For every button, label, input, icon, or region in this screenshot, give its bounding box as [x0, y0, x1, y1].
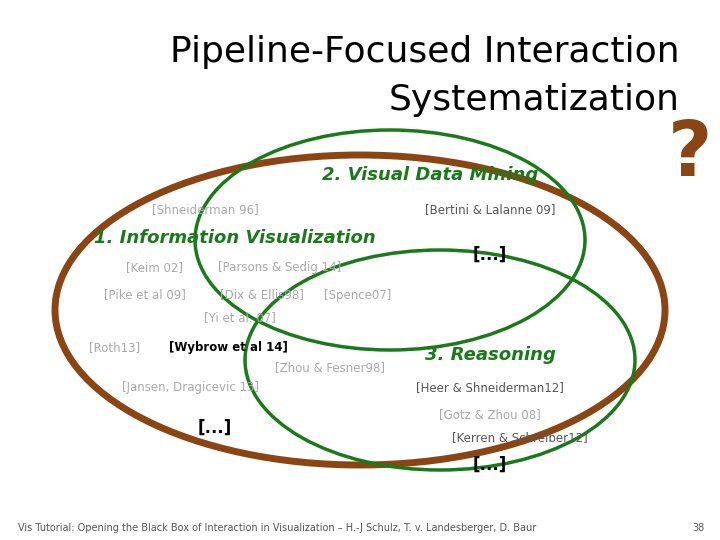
Text: [Spence07]: [Spence07] — [324, 288, 392, 301]
Text: [Keim 02]: [Keim 02] — [127, 261, 184, 274]
Text: 38: 38 — [693, 523, 705, 533]
Text: [...]: [...] — [198, 419, 232, 437]
Text: Pipeline-Focused Interaction: Pipeline-Focused Interaction — [171, 35, 680, 69]
Text: ?: ? — [668, 118, 712, 192]
Text: [Bertini & Lalanne 09]: [Bertini & Lalanne 09] — [425, 204, 555, 217]
Text: [Parsons & Sedig 14]: [Parsons & Sedig 14] — [218, 261, 341, 274]
Text: [Dix & Ellis98]: [Dix & Ellis98] — [220, 288, 304, 301]
Text: [Wybrow et al 14]: [Wybrow et al 14] — [168, 341, 287, 354]
Text: [Kerren & Schreiber12]: [Kerren & Schreiber12] — [452, 431, 588, 444]
Text: [Zhou & Fesner98]: [Zhou & Fesner98] — [275, 361, 385, 375]
Text: [...]: [...] — [473, 246, 507, 264]
Text: Vis Tutorial: Opening the Black Box of Interaction in Visualization – H.-J Schul: Vis Tutorial: Opening the Black Box of I… — [18, 523, 536, 533]
Text: [Yi et al. 07]: [Yi et al. 07] — [204, 312, 276, 325]
Text: [...]: [...] — [473, 456, 507, 474]
Text: Systematization: Systematization — [389, 83, 680, 117]
Text: [Heer & Shneiderman12]: [Heer & Shneiderman12] — [416, 381, 564, 395]
Text: [Shneiderman 96]: [Shneiderman 96] — [152, 204, 258, 217]
Text: [Roth13]: [Roth13] — [89, 341, 140, 354]
Text: 2. Visual Data Mining: 2. Visual Data Mining — [322, 166, 538, 184]
Text: 1. Information Visualization: 1. Information Visualization — [94, 229, 376, 247]
Text: 3. Reasoning: 3. Reasoning — [425, 346, 555, 364]
Text: [Gotz & Zhou 08]: [Gotz & Zhou 08] — [439, 408, 541, 422]
Text: [Jansen, Dragicevic 13]: [Jansen, Dragicevic 13] — [122, 381, 258, 395]
Text: [Pike et al 09]: [Pike et al 09] — [104, 288, 186, 301]
